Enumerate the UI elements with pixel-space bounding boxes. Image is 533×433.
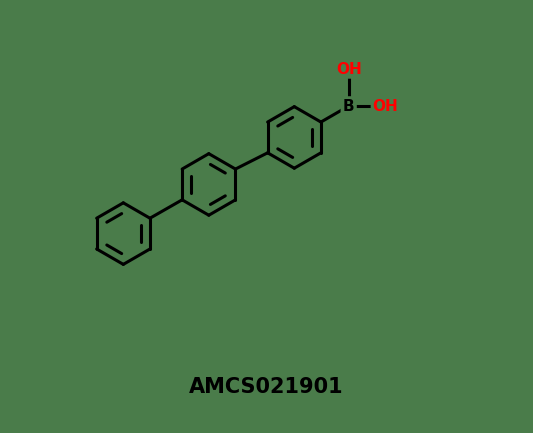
Text: OH: OH — [336, 62, 361, 77]
Text: OH: OH — [372, 98, 398, 113]
Text: AMCS021901: AMCS021901 — [189, 378, 344, 397]
Text: B: B — [343, 98, 354, 113]
